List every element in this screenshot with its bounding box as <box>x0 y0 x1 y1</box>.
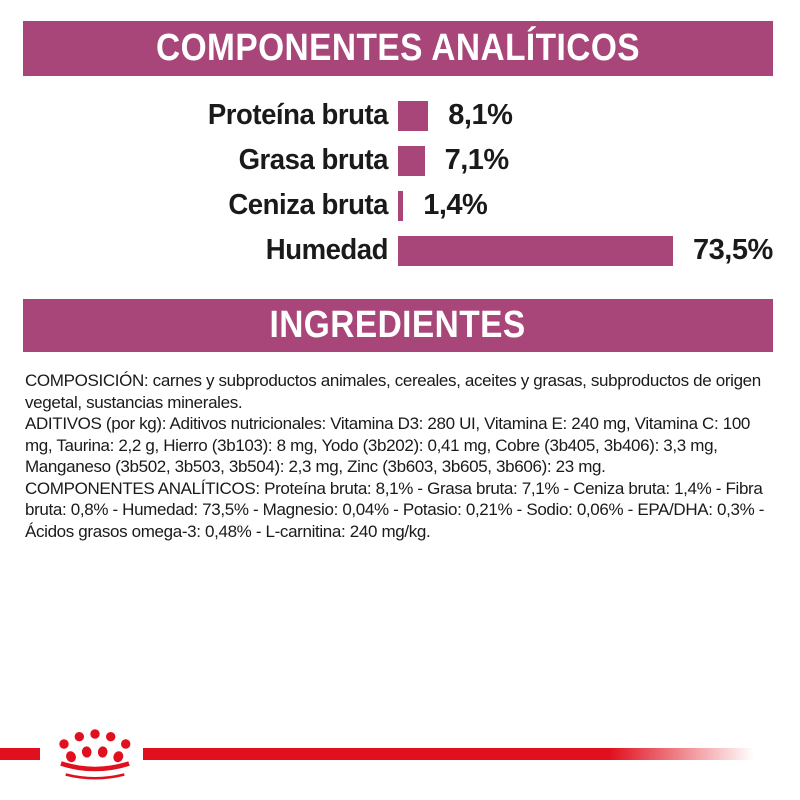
chart-category-label: Ceniza bruta <box>228 189 388 221</box>
chart-category-label: Grasa bruta <box>238 144 389 176</box>
analytical-components-title: COMPONENTES ANALÍTICOS <box>155 27 641 69</box>
chart-bar <box>398 100 429 131</box>
brand-line-right-segment <box>143 748 800 760</box>
ingredients-text-block: COMPOSICIÓN: carnes y subproductos anima… <box>25 370 777 542</box>
chart-bar <box>398 145 425 176</box>
composition-paragraph: COMPOSICIÓN: carnes y subproductos anima… <box>25 371 761 412</box>
chart-row: Proteína bruta 8,1% <box>0 93 800 138</box>
chart-value-label: 1,4% <box>423 189 488 221</box>
chart-category-label: Humedad <box>265 234 389 266</box>
chart-row: Grasa bruta 7,1% <box>0 138 800 183</box>
ingredients-title: INGREDIENTES <box>269 304 527 346</box>
ingredients-header: INGREDIENTES <box>23 299 773 352</box>
analytical-components-header: COMPONENTES ANALÍTICOS <box>23 21 773 76</box>
royal-canin-crown-logo <box>59 729 131 780</box>
chart-value-label: 7,1% <box>444 144 510 176</box>
chart-bar <box>398 235 673 266</box>
brand-line-left-segment <box>0 748 40 760</box>
chart-row: Humedad 73,5% <box>0 228 800 273</box>
analytical-constituents-paragraph: COMPONENTES ANALÍTICOS: Proteína bruta: … <box>25 478 765 541</box>
analytical-components-bar-chart: Proteína bruta 8,1% Grasa bruta 7,1% Cen… <box>0 93 800 273</box>
chart-value-label: 73,5% <box>693 234 773 266</box>
chart-row: Ceniza bruta 1,4% <box>0 183 800 228</box>
chart-bar <box>398 190 404 221</box>
additives-paragraph: ADITIVOS (por kg): Aditivos nutricionale… <box>25 414 751 476</box>
chart-value-label: 8,1% <box>448 99 513 131</box>
chart-category-label: Proteína bruta <box>207 99 389 131</box>
